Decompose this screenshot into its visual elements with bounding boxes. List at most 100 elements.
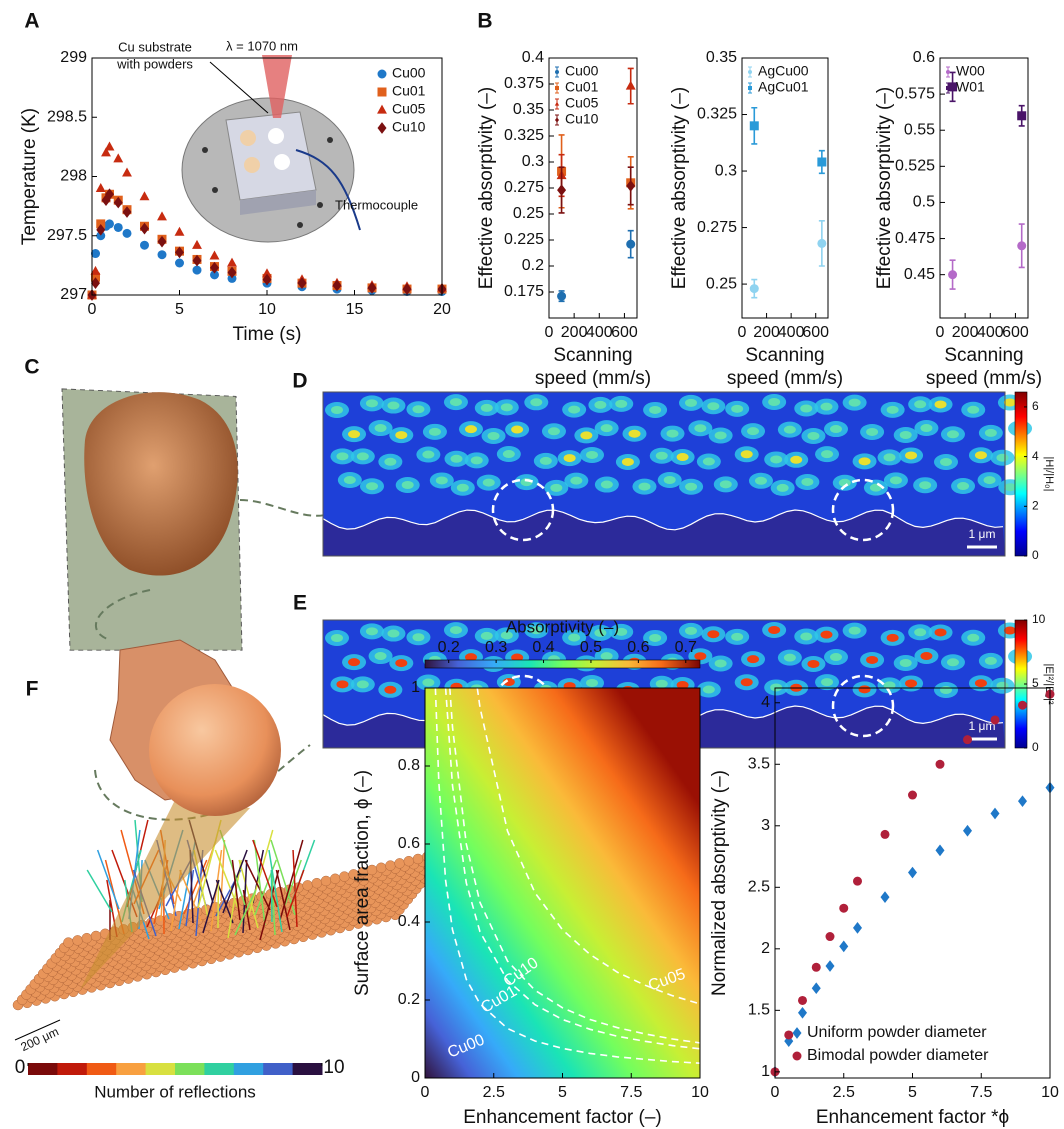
x-tick-label: 10 — [258, 301, 276, 318]
y-tick-label: 0.275 — [504, 179, 544, 196]
field-blob — [900, 431, 912, 439]
field-blob — [457, 484, 469, 492]
field-blob — [601, 652, 613, 660]
point — [626, 240, 635, 249]
field-blob — [849, 399, 861, 407]
annotation: λ = 1070 nm — [226, 38, 298, 53]
field-blob — [800, 404, 812, 412]
x-axis-label: Time (s) — [233, 324, 302, 345]
point — [798, 1007, 807, 1019]
field-blob — [731, 405, 743, 413]
point — [378, 88, 387, 97]
point — [853, 877, 862, 886]
y-axis-label: Temperature (K) — [19, 108, 40, 245]
y-tick-label: 0.55 — [904, 121, 935, 138]
point — [908, 867, 917, 879]
field-blob — [601, 481, 613, 489]
y-tick-label: 0.325 — [697, 106, 737, 123]
point — [748, 86, 752, 90]
field-blob — [731, 633, 743, 641]
powder-particle — [385, 861, 395, 871]
x-tick-label: 400 — [778, 324, 805, 341]
y-tick-label: 0.6 — [913, 49, 935, 66]
field-blob — [395, 659, 407, 667]
point — [227, 258, 237, 267]
x-tick-label: 200 — [561, 324, 588, 341]
x-axis-label: Scanning — [745, 345, 824, 366]
panel-label: F — [26, 678, 39, 701]
legend-label: AgCu00 — [758, 63, 809, 79]
point — [555, 117, 559, 122]
colorbar-swatch — [263, 1063, 293, 1075]
point — [936, 845, 945, 857]
y-tick-label: 0.45 — [904, 266, 935, 283]
field-blob — [601, 424, 613, 432]
field-blob — [919, 481, 931, 489]
field-blob — [947, 430, 959, 438]
field-blob — [384, 686, 396, 694]
point — [140, 241, 149, 250]
point — [817, 239, 826, 248]
point — [881, 830, 890, 839]
legend-label: Cu00 — [392, 65, 426, 81]
colorbar-tick-label: 10 — [1032, 612, 1046, 626]
y-tick-label: 0.575 — [895, 85, 935, 102]
point — [157, 211, 167, 220]
field-blob — [481, 404, 493, 412]
field-blob — [920, 424, 932, 432]
field-blob — [677, 453, 689, 461]
field-blob — [656, 680, 668, 688]
y-tick-label: 0.375 — [504, 75, 544, 92]
y-axis-label: Effective absorptivity (–) — [669, 87, 690, 289]
y-tick-label: 0.35 — [706, 49, 737, 66]
field-blob — [703, 686, 715, 694]
legend-label: W01 — [956, 79, 985, 95]
colorbar-swatch — [204, 1063, 234, 1075]
field-blob — [402, 481, 414, 489]
colorbar — [1015, 392, 1027, 556]
field-blob — [387, 630, 399, 638]
point — [881, 891, 890, 903]
field-blob — [570, 477, 582, 485]
figure: ABCDEFGH05101520297297.5298298.5299Tempe… — [0, 0, 1064, 1129]
colorbar-label: Absorptivity (–) — [506, 617, 619, 636]
y-tick-label: 1.5 — [748, 1002, 770, 1019]
legend-label: Cu05 — [565, 95, 599, 111]
x-tick-label: 5 — [908, 1084, 917, 1101]
y-tick-label: 0.25 — [706, 275, 737, 292]
point — [555, 102, 559, 106]
field-blob — [550, 484, 562, 492]
x-axis-label: Enhancement factor *ϕ — [816, 1107, 1009, 1128]
x-axis-label: speed (mm/s) — [727, 368, 843, 389]
point — [1017, 241, 1026, 250]
field-blob — [503, 450, 515, 458]
field-blob — [784, 654, 796, 662]
x-tick-label: 10 — [691, 1084, 709, 1101]
field-blob — [820, 631, 832, 639]
y-tick-label: 0.275 — [697, 219, 737, 236]
x-tick-label: 400 — [977, 324, 1004, 341]
x-tick-label: 15 — [346, 301, 364, 318]
point — [908, 791, 917, 800]
point — [826, 932, 835, 941]
point — [140, 191, 150, 200]
y-axis-label: Effective absorptivity (–) — [476, 87, 497, 289]
point — [1018, 795, 1027, 807]
field-blob — [957, 482, 969, 490]
field-blob — [465, 425, 477, 433]
field-blob — [664, 476, 676, 484]
annotation: with powders — [116, 56, 193, 71]
annotation: Cu substrate — [118, 39, 192, 54]
colorbar-tick-label: 0.7 — [675, 639, 697, 656]
y-axis-label: Normalized absorptivity (–) — [709, 770, 730, 996]
point — [936, 760, 945, 769]
field-blob — [483, 479, 495, 487]
x-tick-label: 20 — [433, 301, 451, 318]
point — [826, 960, 835, 972]
field-blob — [940, 686, 952, 694]
field-blob — [890, 476, 902, 484]
colorbar-tick-label: 0.4 — [532, 639, 554, 656]
field-blob — [807, 660, 819, 668]
field-blob — [331, 406, 343, 414]
field-blob — [564, 454, 576, 462]
